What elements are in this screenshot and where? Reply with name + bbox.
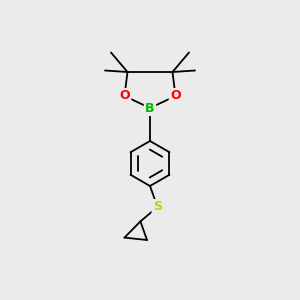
Text: S: S xyxy=(153,200,162,214)
Text: O: O xyxy=(170,89,181,103)
Text: B: B xyxy=(145,101,155,115)
Text: O: O xyxy=(119,89,130,103)
